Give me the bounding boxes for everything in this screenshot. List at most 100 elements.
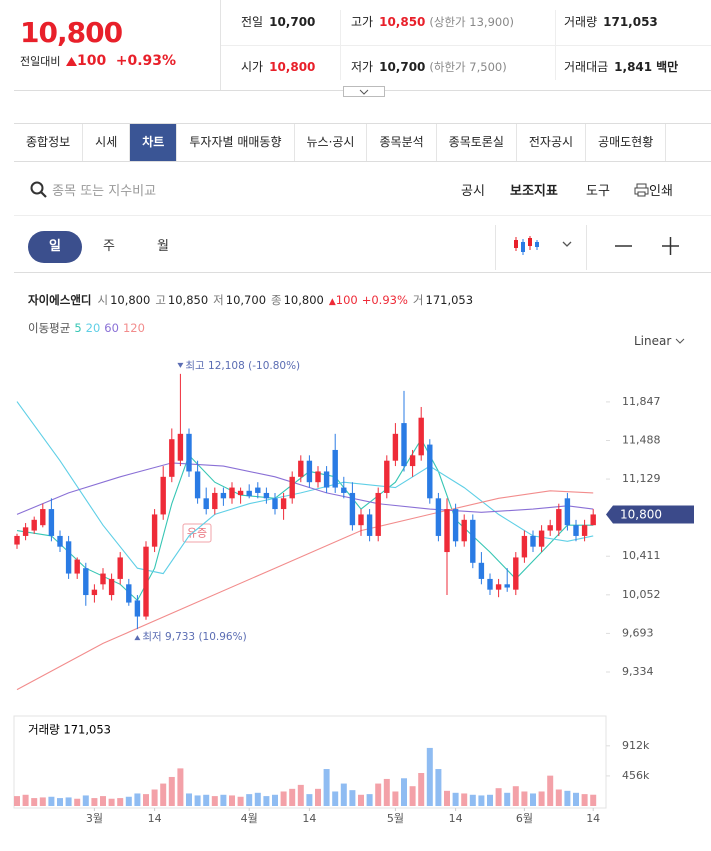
scale-label: Linear	[634, 334, 672, 348]
candle-body	[22, 527, 29, 536]
y-tick-label: 11,129	[622, 472, 661, 485]
candle-body	[427, 444, 433, 499]
volume-bar	[203, 794, 210, 806]
label: 시가	[241, 60, 264, 74]
ma-line	[16, 462, 594, 515]
period-button[interactable]: 월	[157, 239, 169, 254]
divider	[14, 272, 711, 273]
volume-panel	[13, 715, 607, 809]
volume-bar	[117, 798, 124, 806]
candle-body	[186, 433, 192, 472]
y-tick-label: 10,411	[622, 549, 661, 562]
x-tick-label: 14	[586, 812, 600, 825]
candle-body	[556, 509, 562, 531]
candle-body	[237, 490, 244, 496]
period-button[interactable]: 일	[28, 231, 82, 263]
volume-bar	[461, 793, 468, 806]
tab[interactable]: 뉴스·공시	[295, 124, 368, 161]
candle-body	[160, 476, 166, 515]
summary-cell: 고가 10,850 (상한가 13,900)	[351, 0, 514, 45]
info-value: 171,053	[425, 293, 474, 307]
zoom-buttons[interactable]	[612, 236, 682, 256]
legend-entry: 120	[122, 321, 145, 335]
chart-type-button[interactable]	[512, 234, 582, 258]
volume-bar	[401, 778, 407, 806]
info-label: 거	[412, 293, 424, 307]
volume-bar	[547, 775, 554, 806]
tab[interactable]: 시세	[83, 124, 131, 161]
link[interactable]: 도구	[586, 184, 610, 199]
info-label: 저	[213, 293, 224, 307]
search-box[interactable]: 종목 또는 지수비교	[30, 180, 210, 199]
ma-label: 이동평균	[28, 321, 71, 335]
info-value: 10,800	[283, 293, 324, 307]
y-tick-label: 9,693	[622, 626, 654, 639]
volume-bar	[538, 791, 545, 806]
volume-bar	[573, 792, 579, 806]
volume-bar	[581, 794, 588, 806]
volume-bar	[82, 795, 89, 806]
label: 저가	[351, 60, 374, 74]
volume-bar	[14, 796, 20, 806]
stock-info: 자이에스앤디 시 10,800 고 10,850 저 10,700 종 10,800 ▲100 +0…	[28, 292, 473, 308]
volume-bar	[349, 790, 356, 806]
tab[interactable]: 공매도현황	[586, 124, 667, 161]
link[interactable]: 보조지표	[510, 184, 558, 199]
candle-body	[538, 530, 545, 547]
ma-line	[16, 401, 594, 575]
value: 10,700	[379, 60, 426, 74]
candle-body	[444, 509, 450, 553]
y-tick-label: 456k	[622, 769, 650, 782]
candle-body	[83, 568, 89, 596]
volume-bar	[229, 795, 235, 806]
volume-bar	[125, 796, 132, 806]
min-marker	[134, 635, 141, 641]
tab[interactable]: 종목토론실	[437, 124, 517, 161]
value: 10,850	[379, 15, 426, 29]
candle-body	[220, 492, 227, 499]
tab[interactable]: 차트	[130, 124, 178, 161]
volume-bar	[504, 792, 511, 806]
tab-bar: 종합정보 시세 차트 투자자별 매매동향 뉴스·공시 종목분석 종목토론실 전자공시 공매도현황	[14, 123, 711, 162]
x-tick-label: 6월	[516, 812, 533, 825]
summary-cell: 시가 10,800	[241, 45, 315, 90]
candle-body	[401, 423, 407, 467]
print[interactable]: 인쇄	[634, 180, 673, 199]
volume-bar	[280, 791, 287, 806]
volume-bar	[409, 786, 416, 806]
volume-bar	[495, 788, 502, 806]
tab[interactable]: 종목분석	[367, 124, 437, 161]
link-text: 인쇄	[649, 184, 673, 199]
scale-selector[interactable]: Linear	[634, 334, 685, 348]
period-button[interactable]: 주	[103, 239, 115, 254]
link[interactable]: 공시	[461, 184, 485, 199]
candle-body	[470, 519, 476, 563]
value: 1,841	[614, 60, 653, 74]
candle-body	[48, 509, 55, 536]
candle-body	[143, 546, 149, 617]
change-value: 100	[76, 53, 107, 69]
event-box	[182, 523, 212, 543]
info-value: 10,800	[110, 293, 151, 307]
candle-body	[31, 519, 37, 531]
info-label: 고	[155, 293, 166, 307]
tab[interactable]: 전자공시	[517, 124, 587, 161]
note: (하한가 7,500)	[429, 60, 507, 74]
candle-body	[487, 578, 493, 590]
ma-legend: 이동평균 5 20 60 120	[28, 320, 149, 336]
y-tick-label: 11,847	[622, 395, 661, 408]
summary-cell: 거래대금 1,841 백만	[564, 45, 678, 90]
expand-toggle[interactable]	[343, 86, 385, 97]
summary-grid: 전일 10,700 고가 10,850 (상한가 13,900) 거래량 171,053…	[221, 0, 711, 90]
volume-bar	[22, 794, 29, 806]
min-label: 최저 9,733 (10.96%)	[142, 631, 246, 643]
volume-bar	[237, 796, 244, 806]
volume-bar	[108, 798, 115, 806]
volume-bar	[315, 788, 321, 806]
volume-bar	[478, 795, 485, 806]
volume-bar	[220, 794, 227, 806]
volume-bar	[272, 794, 278, 806]
tab[interactable]: 종합정보	[14, 124, 84, 161]
volume-bar	[143, 794, 149, 806]
tab[interactable]: 투자자별 매매동향	[177, 124, 295, 161]
